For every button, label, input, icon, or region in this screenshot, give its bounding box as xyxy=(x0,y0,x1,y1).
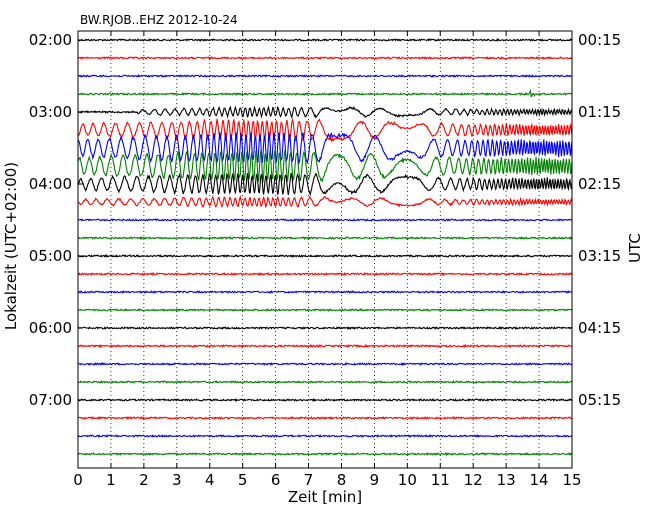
y-tick-label-left: 07:00 xyxy=(29,391,72,409)
y-tick-label-left: 03:00 xyxy=(29,103,72,121)
seismic-traces xyxy=(77,37,573,457)
y-tick-label-right: 03:15 xyxy=(578,247,621,265)
x-tick-label: 2 xyxy=(139,471,149,489)
x-tick-label: 9 xyxy=(370,471,380,489)
x-tick-label: 10 xyxy=(398,471,417,489)
trace-7 xyxy=(77,132,573,165)
chart-header: BW.RJOB..EHZ 2012-10-24 xyxy=(80,13,238,27)
trace-19 xyxy=(77,362,573,367)
trace-11 xyxy=(78,218,573,223)
y-axis-ticks: 02:00 00:15 03:00 01:15 04:00 02:15 05:00 03:15… xyxy=(29,31,621,409)
y-tick-label-left: 02:00 xyxy=(29,31,72,49)
trace-16 xyxy=(77,308,572,312)
x-tick-label: 14 xyxy=(530,471,549,489)
trace-21 xyxy=(77,397,573,403)
y-tick-label-left: 05:00 xyxy=(29,247,72,265)
x-tick-label: 1 xyxy=(106,471,116,489)
trace-12 xyxy=(77,235,573,241)
trace-20 xyxy=(77,379,573,384)
x-tick-label: 12 xyxy=(464,471,483,489)
x-tick-label: 0 xyxy=(73,471,83,489)
trace-8 xyxy=(77,149,573,183)
x-tick-label: 3 xyxy=(172,471,182,489)
trace-14 xyxy=(77,271,573,277)
trace-15 xyxy=(77,289,572,294)
plot-frame xyxy=(77,30,573,469)
vertical-grid xyxy=(110,31,540,468)
trace-18 xyxy=(77,343,573,349)
x-tick-label: 7 xyxy=(304,471,314,489)
trace-6 xyxy=(77,117,573,143)
trace-3 xyxy=(77,73,573,78)
x-axis-ticks: 0 1 2 3 4 5 6 7 8 9 10 11 12 13 14 15 xyxy=(73,31,582,489)
x-tick-label: 6 xyxy=(271,471,281,489)
trace-23 xyxy=(77,433,573,438)
x-axis-title: Zeit [min] xyxy=(288,488,362,506)
trace-2 xyxy=(77,56,573,60)
trace-4 xyxy=(78,88,573,98)
x-tick-label: 13 xyxy=(497,471,516,489)
x-tick-label: 8 xyxy=(337,471,347,489)
x-tick-label: 5 xyxy=(238,471,248,489)
y-tick-label-right: 00:15 xyxy=(578,31,621,49)
y-tick-label-left: 04:00 xyxy=(29,175,72,193)
x-tick-label: 11 xyxy=(431,471,450,489)
trace-1 xyxy=(77,37,573,42)
y-tick-label-right: 04:15 xyxy=(578,319,621,337)
y-tick-label-right: 01:15 xyxy=(578,103,621,121)
trace-22 xyxy=(77,416,573,420)
y-tick-label-left: 06:00 xyxy=(29,319,72,337)
trace-9 xyxy=(77,172,573,197)
y-axis-title-right: UTC xyxy=(626,233,644,263)
y-tick-label-right: 05:15 xyxy=(578,391,621,409)
x-tick-label: 4 xyxy=(205,471,215,489)
x-tick-label: 15 xyxy=(562,471,581,489)
trace-10 xyxy=(77,194,573,209)
trace-13 xyxy=(77,253,573,259)
trace-24 xyxy=(77,451,573,457)
trace-17 xyxy=(77,326,573,330)
y-tick-label-right: 02:15 xyxy=(578,175,621,193)
y-axis-title-left: Lokalzeit (UTC+02:00) xyxy=(2,162,20,330)
trace-5 xyxy=(77,105,573,120)
